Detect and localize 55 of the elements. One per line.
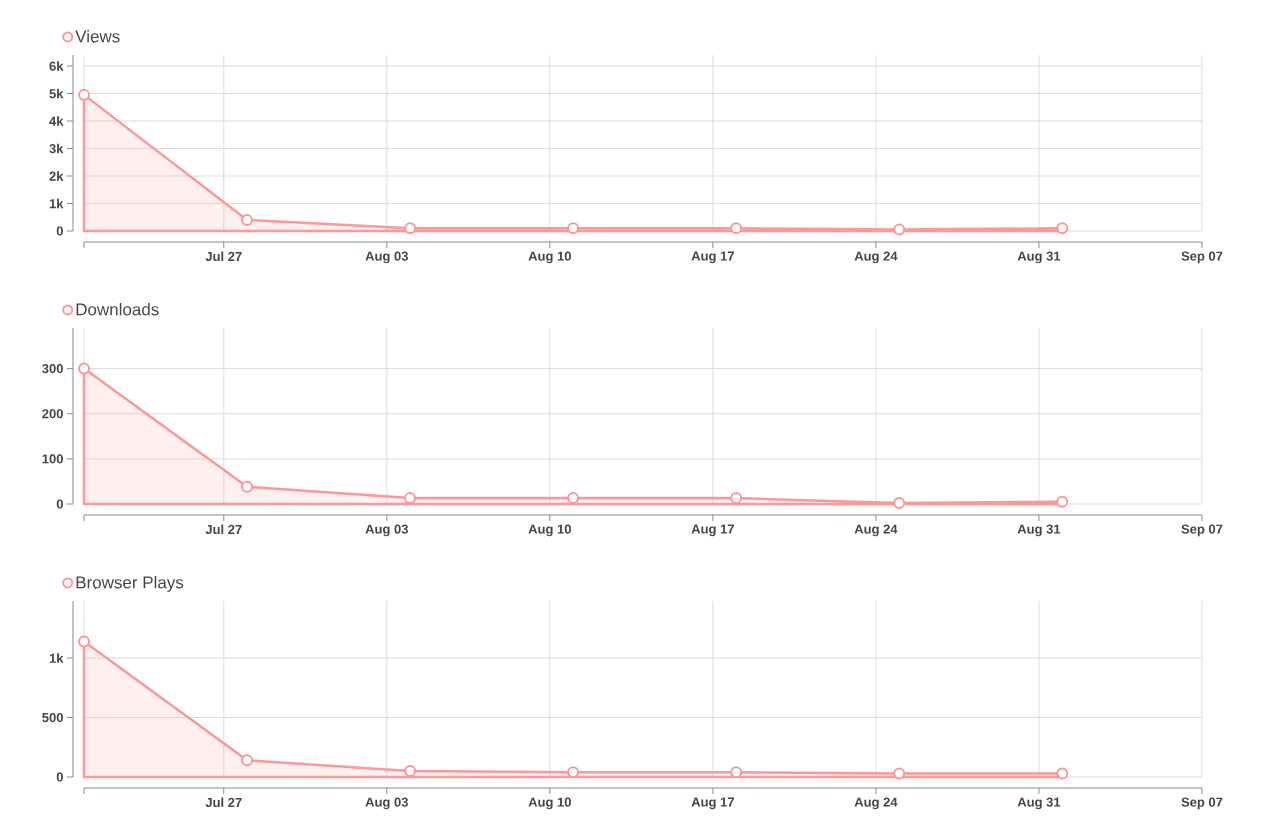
point: [893, 767, 906, 780]
x-tick-label: Aug 03: [365, 251, 408, 264]
x-tick-label: Jul 27: [205, 251, 242, 262]
y-tick-label: 4k: [49, 116, 64, 126]
x-tick-label: Aug 03: [365, 524, 408, 537]
x-tick-label: Jul 27: [205, 797, 242, 808]
point: [78, 635, 91, 648]
y-tick-label: 200: [42, 409, 63, 419]
y-tick-label: 5k: [49, 88, 64, 99]
point: [404, 222, 417, 235]
y-tick-label: 0: [56, 226, 63, 236]
point: [893, 497, 906, 510]
x-tick-label: Aug 10: [528, 797, 571, 810]
point: [1056, 222, 1069, 235]
y-tick-label: 1k: [49, 653, 64, 663]
point: [78, 88, 91, 101]
x-tick-label: Sep 07: [1181, 524, 1223, 537]
point: [241, 480, 254, 493]
point: [730, 766, 743, 779]
y-tick-label: 2k: [49, 171, 64, 181]
x-tick-label: Sep 07: [1181, 797, 1223, 810]
x-tick-label: Aug 10: [528, 524, 571, 537]
x-tick-label: Sep 07: [1181, 251, 1223, 264]
x-tick-label: Jul 27: [205, 524, 242, 535]
y-tick-label: 1k: [49, 198, 64, 209]
x-tick-label: Aug 03: [365, 797, 408, 810]
y-tick-label: 300: [42, 363, 63, 374]
point: [78, 362, 91, 375]
y-tick-label: 3k: [49, 143, 64, 154]
x-tick-label: Aug 17: [691, 251, 734, 264]
x-tick-label: Aug 24: [854, 797, 898, 810]
x-tick-label: Aug 31: [1017, 524, 1061, 537]
point: [1056, 495, 1069, 508]
point: [567, 222, 580, 235]
x-tick-label: Aug 17: [691, 524, 734, 537]
point: [893, 223, 906, 236]
x-tick-label: Aug 31: [1017, 797, 1061, 810]
point: [241, 213, 254, 226]
x-tick-label: Aug 24: [854, 524, 898, 537]
legend-label: Downloads: [76, 302, 159, 316]
legend-label: Views: [75, 29, 120, 43]
point: [1056, 767, 1069, 780]
x-tick-label: Aug 10: [528, 251, 571, 264]
x-tick-label: Aug 17: [691, 797, 734, 810]
legend-label: Browser Plays: [76, 575, 184, 592]
y-tick-label: 6k: [49, 61, 64, 71]
point: [730, 222, 743, 235]
x-tick-label: Aug 24: [854, 251, 898, 264]
point: [567, 766, 580, 779]
y-tick-label: 500: [42, 712, 63, 723]
x-tick-label: Aug 31: [1017, 251, 1061, 264]
y-tick-label: 0: [56, 772, 63, 782]
point: [241, 754, 254, 767]
y-tick-label: 0: [56, 499, 63, 509]
y-tick-label: 100: [42, 454, 63, 464]
